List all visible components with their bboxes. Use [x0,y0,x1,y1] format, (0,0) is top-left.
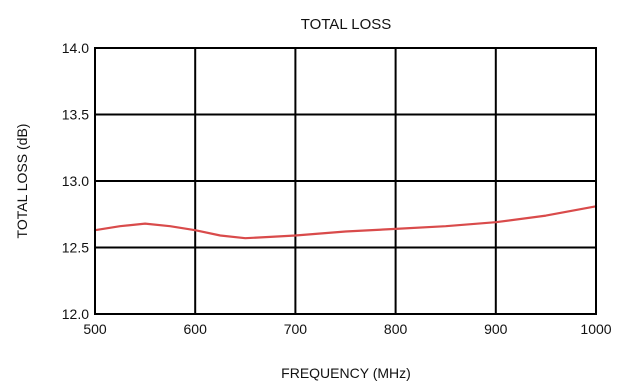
series-lines [93,205,598,240]
y-tick-label: 13.0 [62,173,89,189]
y-tick-label: 13.5 [62,107,89,123]
y-tick-label: 12.5 [62,240,89,256]
total-loss-series-line [93,205,598,240]
y-tick-label: 12.0 [62,306,89,322]
x-axis-label: FREQUENCY (MHz) [281,365,411,381]
x-tick-label: 1000 [580,321,611,337]
x-tick-label: 500 [83,321,107,337]
y-axis-label: TOTAL LOSS (dB) [14,124,30,239]
x-tick-label: 600 [184,321,208,337]
x-tick-label: 700 [284,321,308,337]
plot-frame [94,47,597,315]
x-tick-label: 800 [384,321,408,337]
chart-title: TOTAL LOSS [301,16,392,33]
x-tick-label: 900 [484,321,508,337]
tick-labels: 500 600 700 800 900 1000 12.0 12.5 13.0 13.5 14.0 [62,40,612,337]
y-tick-label: 14.0 [62,40,89,56]
grid-lines [94,47,597,315]
